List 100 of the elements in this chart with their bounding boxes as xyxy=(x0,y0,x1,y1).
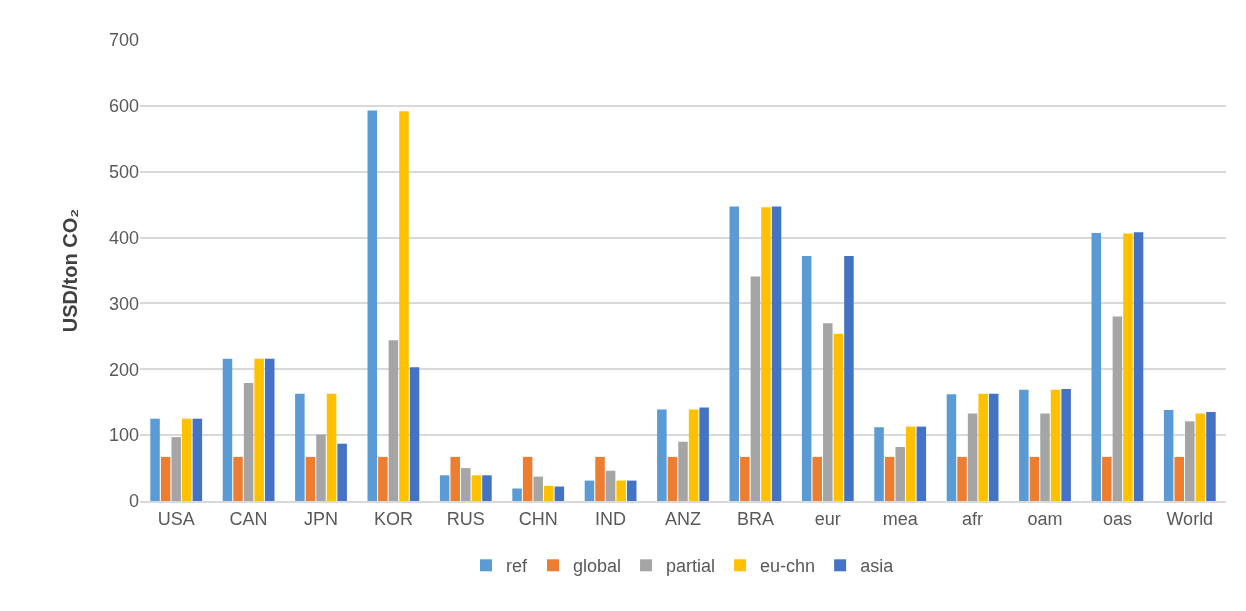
bar xyxy=(378,456,388,501)
bar xyxy=(1185,421,1195,501)
bar xyxy=(305,456,316,501)
bar xyxy=(626,480,637,501)
bar xyxy=(1174,456,1184,501)
bar xyxy=(761,207,771,501)
x-tick-label: USA xyxy=(157,508,195,529)
bar xyxy=(823,323,833,501)
bar xyxy=(1163,410,1174,501)
bar xyxy=(957,456,967,501)
x-tick-label: BRA xyxy=(736,508,774,529)
bar xyxy=(1112,316,1123,501)
bar xyxy=(595,456,605,501)
bar xyxy=(771,206,782,501)
bar xyxy=(1102,456,1112,501)
bar xyxy=(833,333,844,501)
legend-label: partial xyxy=(666,556,716,577)
bar xyxy=(171,437,181,501)
bar xyxy=(222,358,233,501)
bar xyxy=(874,427,884,501)
bar xyxy=(605,470,616,501)
legend-label: global xyxy=(573,556,622,577)
bar xyxy=(399,111,409,501)
bar xyxy=(1019,389,1029,501)
bar xyxy=(1206,412,1216,501)
x-tick-label: oas xyxy=(1102,508,1132,529)
bar xyxy=(512,488,522,501)
x-tick-label: CAN xyxy=(229,508,268,529)
bar xyxy=(740,456,750,501)
bar xyxy=(254,358,264,501)
x-tick-label: RUS xyxy=(446,508,485,529)
bar xyxy=(439,475,450,501)
bar xyxy=(967,413,978,501)
y-tick-label: 0 xyxy=(128,491,139,512)
bar xyxy=(916,426,927,501)
x-tick-label: oam xyxy=(1027,508,1063,529)
bar xyxy=(667,456,678,501)
bar xyxy=(533,476,543,501)
bar xyxy=(233,456,243,501)
bar xyxy=(699,407,709,501)
bar xyxy=(946,394,957,501)
y-tick-label: 300 xyxy=(108,293,139,314)
bar xyxy=(295,393,305,501)
bar xyxy=(1061,389,1071,501)
bar xyxy=(988,393,999,501)
bar xyxy=(906,426,916,501)
bar xyxy=(1050,389,1061,501)
x-tick-label: mea xyxy=(882,508,919,529)
bar xyxy=(844,256,854,501)
bar xyxy=(316,434,326,501)
bar xyxy=(978,393,988,501)
bar xyxy=(657,409,667,501)
x-tick-label: afr xyxy=(962,508,984,529)
x-tick-label: eur xyxy=(814,508,841,529)
bar xyxy=(812,456,822,501)
y-tick-label: 700 xyxy=(108,30,139,51)
bar xyxy=(678,441,688,501)
bar xyxy=(264,358,275,501)
bar xyxy=(801,256,812,501)
x-tick-label: ANZ xyxy=(665,508,701,529)
legend-label: asia xyxy=(860,556,895,577)
bar xyxy=(482,475,492,501)
bar xyxy=(182,418,192,501)
bar xyxy=(243,383,254,501)
y-tick-label: 600 xyxy=(108,96,139,117)
y-tick-label: 200 xyxy=(108,359,139,380)
bar xyxy=(1029,456,1040,501)
y-axis-title: USD/ton CO₂ xyxy=(59,208,82,333)
bar xyxy=(895,447,905,501)
x-tick-label: IND xyxy=(595,508,627,529)
bar xyxy=(461,468,471,501)
x-tick-label: KOR xyxy=(373,508,413,529)
bar xyxy=(1195,413,1206,501)
bar xyxy=(750,276,761,501)
bar xyxy=(409,367,420,501)
bar xyxy=(616,480,626,501)
bar xyxy=(192,418,203,501)
legend-label: eu-chn xyxy=(760,556,816,577)
bar xyxy=(326,393,337,501)
bar xyxy=(1123,233,1133,501)
y-tick-label: 100 xyxy=(108,425,139,446)
bar xyxy=(1133,232,1144,501)
bar xyxy=(584,480,595,501)
bar xyxy=(388,340,399,501)
bar xyxy=(450,456,460,501)
bar xyxy=(150,418,160,501)
x-tick-label: CHN xyxy=(518,508,558,529)
bar xyxy=(367,110,378,501)
y-tick-label: 400 xyxy=(108,227,139,248)
legend-label: ref xyxy=(506,556,528,577)
bar xyxy=(471,475,482,501)
bar xyxy=(554,486,565,501)
bar xyxy=(1040,413,1050,501)
x-tick-label: World xyxy=(1166,508,1214,529)
bar xyxy=(1091,232,1102,501)
bar xyxy=(544,485,554,501)
bar xyxy=(522,456,533,501)
bar xyxy=(337,443,347,501)
bar xyxy=(729,206,740,501)
bar xyxy=(688,409,699,501)
